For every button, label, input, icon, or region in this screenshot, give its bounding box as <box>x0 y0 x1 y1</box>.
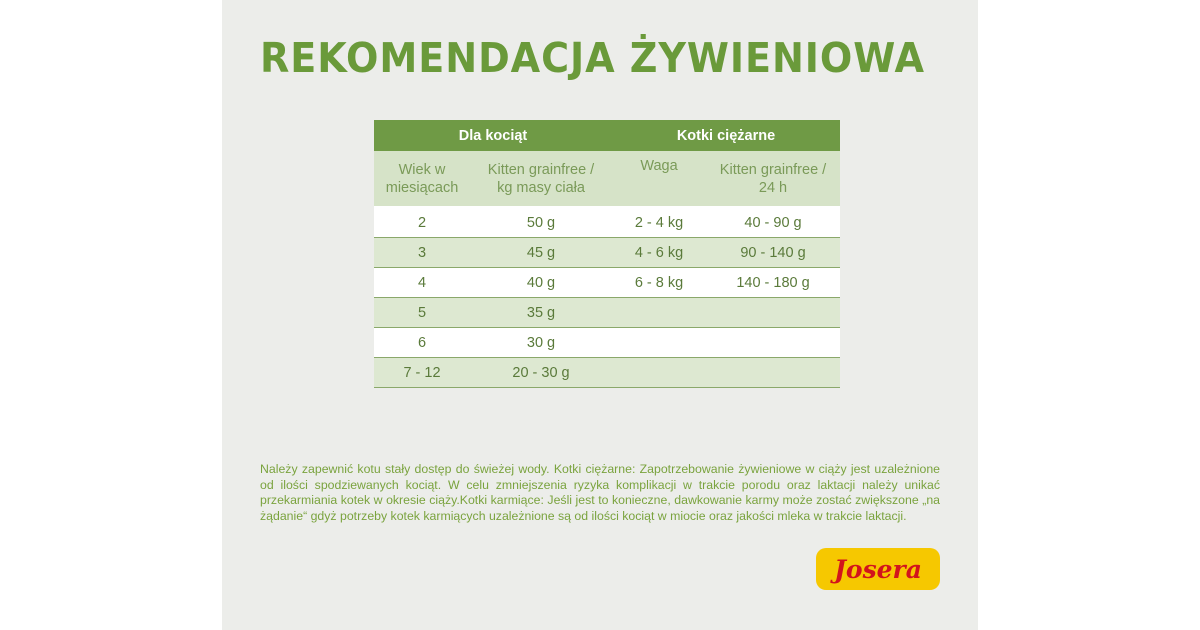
table-cell: 6 - 8 kg <box>612 267 706 298</box>
table-row: 6 30 g <box>374 327 840 358</box>
table-cell: 20 - 30 g <box>470 357 612 388</box>
table-cell: 50 g <box>470 207 612 238</box>
table-cell: 90 - 140 g <box>706 237 840 268</box>
table-cell <box>706 327 840 358</box>
table-cell <box>612 297 706 328</box>
table-cell: 140 - 180 g <box>706 267 840 298</box>
group-header-row: Dla kociąt Kotki ciężarne <box>374 120 840 151</box>
table-cell: 30 g <box>470 327 612 358</box>
feeding-note: Należy zapewnić kotu stały dostęp do świ… <box>260 462 940 523</box>
column-header: Kitten grainfree /24 h <box>706 151 840 208</box>
group-header-pregnant: Kotki ciężarne <box>612 120 840 151</box>
table-cell <box>706 357 840 388</box>
table-cell: 6 <box>374 327 470 358</box>
column-header: Waga <box>612 151 706 208</box>
table-cell: 2 - 4 kg <box>612 207 706 238</box>
table-row: 5 35 g <box>374 297 840 328</box>
table-cell: 35 g <box>470 297 612 328</box>
table-row: 7 - 12 20 - 30 g <box>374 357 840 388</box>
table-cell: 2 <box>374 207 470 238</box>
table-cell <box>612 357 706 388</box>
column-header: Kitten grainfree / kg masy ciała <box>470 151 612 208</box>
table-cell: 4 - 6 kg <box>612 237 706 268</box>
table-cell: 40 g <box>470 267 612 298</box>
column-header: Wiek w miesiącach <box>374 151 470 208</box>
josera-logo: Josera <box>816 548 940 590</box>
group-header-kittens: Dla kociąt <box>374 120 612 151</box>
table-cell: 3 <box>374 237 470 268</box>
table-cell: 4 <box>374 267 470 298</box>
table-cell <box>612 327 706 358</box>
feeding-table: Dla kociąt Kotki ciężarne Wiek w miesiąca… <box>374 120 840 388</box>
table-cell: 7 - 12 <box>374 357 470 388</box>
page-title: REKOMENDACJA ŻYWIENIOWA <box>260 34 925 82</box>
logo-text: Josera <box>834 554 922 584</box>
table-cell: 45 g <box>470 237 612 268</box>
table-cell: 40 - 90 g <box>706 207 840 238</box>
table-cell: 5 <box>374 297 470 328</box>
column-header-row: Wiek w miesiącach Kitten grainfree / kg ma… <box>374 151 840 208</box>
table-cell <box>706 297 840 328</box>
